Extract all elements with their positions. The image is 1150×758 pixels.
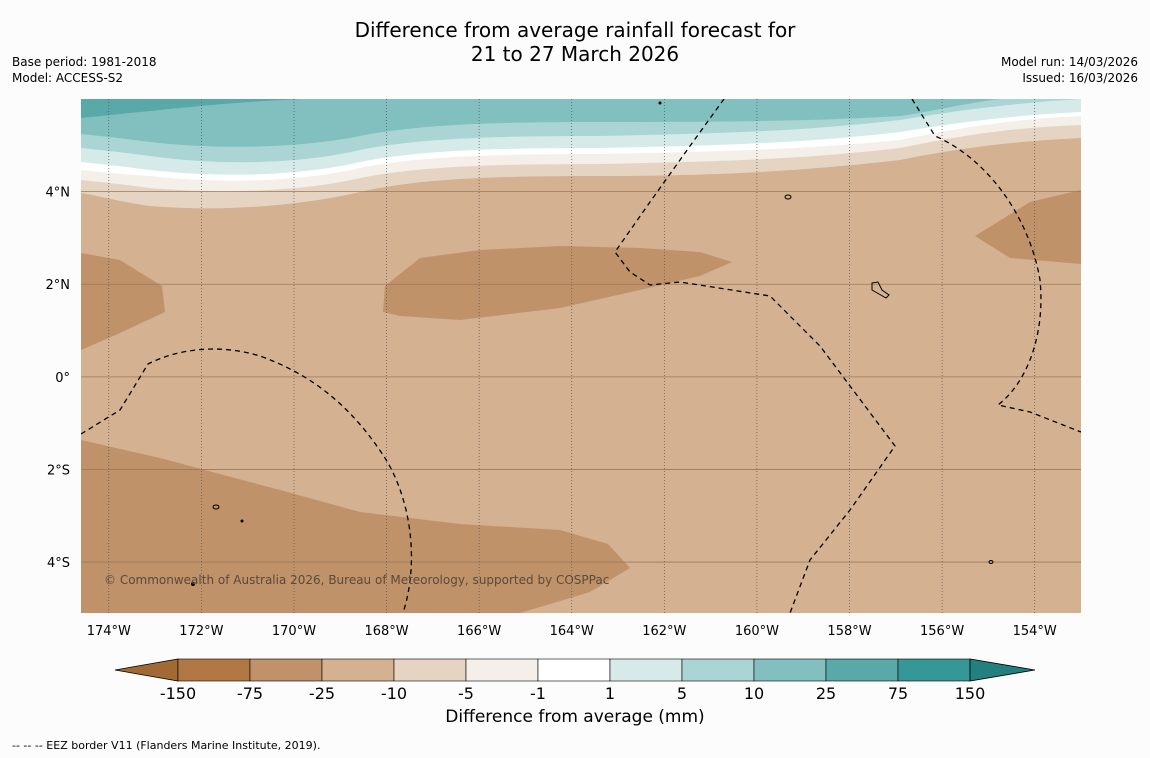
lon-label: 154°W [1013, 624, 1057, 639]
lat-label: 4°N [46, 186, 71, 201]
copyright-note: © Commonwealth of Australia 2026, Bureau… [104, 573, 609, 587]
island-f [240, 519, 244, 523]
colorbar-segment [825, 658, 899, 682]
title-line-1: Difference from average rainfall forecas… [354, 18, 796, 42]
colorbar-tick-label: 75 [888, 684, 908, 703]
colorbar-segment [465, 658, 539, 682]
colorbar-tick-label: 5 [677, 684, 687, 703]
colorbar-segment [897, 658, 971, 682]
colorbar-tick-label: 25 [816, 684, 836, 703]
lon-label: 168°W [364, 624, 408, 639]
island-kiritimati [871, 281, 890, 299]
latitude-labels: 4°N 2°N 0° 2°S 4°S [46, 186, 71, 571]
colorbar-tick-label: -150 [160, 684, 196, 703]
lon-label: 156°W [920, 624, 964, 639]
lon-label: 166°W [457, 624, 501, 639]
model-name: Model: ACCESS-S2 [12, 71, 124, 85]
base-period: Base period: 1981-2018 [12, 55, 157, 69]
map-field [81, 99, 1081, 613]
eez-line-central [614, 99, 896, 613]
colorbar-segment [177, 658, 251, 682]
colorbar-extend-max [969, 658, 1036, 682]
islands [191, 101, 994, 586]
colorbar-tick-label: -1 [530, 684, 546, 703]
colorbar-tick-label: 150 [955, 684, 986, 703]
colorbar-segment [249, 658, 323, 682]
lon-label: 158°W [827, 624, 871, 639]
patch-east [975, 190, 1081, 264]
island-a [784, 194, 792, 200]
base-info: Base period: 1981-2018 Model: ACCESS-S2 [12, 54, 157, 86]
island-b [212, 504, 220, 510]
colorbar-segment [393, 658, 467, 682]
map-grid [81, 99, 1081, 613]
island-c [988, 560, 994, 564]
colorbar-segment [537, 658, 611, 682]
lon-label: 162°W [642, 624, 686, 639]
colorbar-tick-label: -75 [237, 684, 263, 703]
eez-line-west [81, 348, 413, 613]
band-mid-teal [81, 99, 1000, 147]
colorbar-segment [681, 658, 755, 682]
lon-label: 170°W [272, 624, 316, 639]
colorbar-segment [321, 658, 395, 682]
patch-west [81, 253, 165, 350]
colorbar-segment [753, 658, 827, 682]
run-info: Model run: 14/03/2026 Issued: 16/03/2026 [1001, 54, 1138, 86]
title-line-2: 21 to 27 March 2026 [470, 42, 680, 66]
island-d [658, 101, 662, 105]
longitude-labels: 174°W 172°W 170°W 168°W 166°W 164°W 162°W 160°W… [87, 624, 1057, 639]
patch-south [81, 440, 630, 613]
colorbar-tick-label: 1 [605, 684, 615, 703]
eez-line-east [911, 99, 1081, 433]
colorbar-tick-label: 10 [744, 684, 764, 703]
island-e [191, 582, 195, 586]
chart-title: Difference from average rainfall forecas… [0, 18, 1150, 66]
eez-footnote: -- -- -- EEZ border V11 (Flanders Marine… [12, 739, 321, 752]
colorbar-tick-label: -5 [458, 684, 474, 703]
legend-colorbar: -150 -75 -25 -10 -5 -1 1 5 10 25 75 150 [114, 658, 1036, 703]
band-deep-teal [81, 99, 300, 118]
lon-label: 164°W [550, 624, 594, 639]
eez-borders [81, 99, 1081, 613]
legend-title: Difference from average (mm) [445, 707, 705, 727]
model-run: Model run: 14/03/2026 [1000, 55, 1138, 69]
issued-date: Issued: 16/03/2026 [1022, 71, 1138, 85]
colorbar-segment [609, 658, 683, 682]
lat-label: 4°S [47, 556, 70, 571]
lat-label: 2°S [47, 463, 70, 478]
lat-label: 2°N [46, 278, 71, 293]
lat-label: 0° [55, 371, 70, 386]
lon-label: 160°W [735, 624, 779, 639]
colorbar-extend-min [114, 658, 179, 682]
colorbar-tick-label: -25 [309, 684, 335, 703]
lon-label: 174°W [87, 624, 131, 639]
lon-label: 172°W [179, 624, 223, 639]
colorbar-tick-label: -10 [381, 684, 407, 703]
patch-central [383, 246, 732, 320]
